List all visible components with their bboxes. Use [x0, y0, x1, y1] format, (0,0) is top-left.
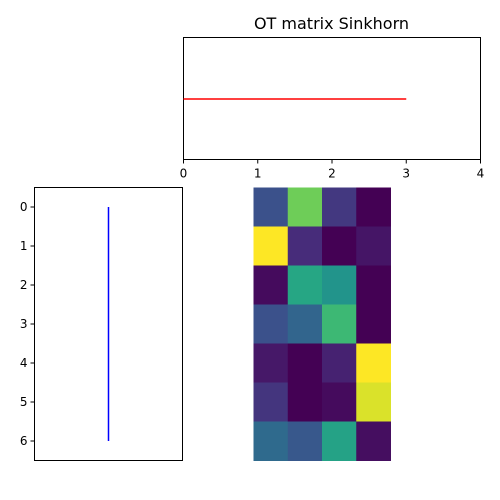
heatmap-cell — [287, 421, 323, 461]
heatmap-cell — [322, 382, 357, 422]
y-tick-label: 4 — [20, 356, 28, 370]
x-tick-label: 1 — [254, 167, 262, 181]
heatmap-cell — [322, 304, 357, 344]
y-tick-label: 3 — [20, 317, 28, 331]
heatmap-cell — [253, 304, 289, 344]
heatmap-cell — [287, 265, 323, 305]
y-tick-label: 2 — [20, 278, 28, 292]
heatmap-cell — [287, 304, 323, 344]
heatmap-cell — [253, 382, 289, 422]
x-tick-label: 0 — [180, 167, 188, 181]
heatmap-cell — [322, 343, 357, 383]
heatmap-cell — [356, 226, 391, 266]
heatmap-cell — [287, 187, 323, 227]
heatmap-cell — [356, 382, 391, 422]
heatmap-cell — [356, 265, 391, 305]
heatmap-cell — [322, 421, 357, 461]
heatmap-cell — [287, 343, 323, 383]
x-tick-label: 3 — [402, 167, 410, 181]
heatmap-cell — [253, 421, 289, 461]
chart-title: OT matrix Sinkhorn — [254, 14, 409, 33]
heatmap-cell — [356, 343, 391, 383]
heatmap-cell — [356, 187, 391, 227]
heatmap-cell — [356, 421, 391, 461]
y-tick-label: 0 — [20, 200, 28, 214]
y-tick-label: 5 — [20, 395, 28, 409]
y-tick-label: 6 — [20, 434, 28, 448]
x-tick-label: 4 — [477, 167, 485, 181]
heatmap-cell — [322, 265, 357, 305]
heatmap-cell — [253, 226, 289, 266]
heatmap-cell — [253, 187, 289, 227]
heatmap — [253, 187, 391, 461]
heatmap-cell — [253, 265, 289, 305]
heatmap-cell — [322, 226, 357, 266]
heatmap-cell — [287, 226, 323, 266]
y-tick-label: 1 — [20, 239, 28, 253]
heatmap-cell — [322, 187, 357, 227]
heatmap-cell — [356, 304, 391, 344]
x-tick-label: 2 — [328, 167, 336, 181]
top-panel: 0 1 2 3 4 — [180, 98, 485, 181]
heatmap-cell — [253, 343, 289, 383]
heatmap-cell — [287, 382, 323, 422]
left-panel: 0 1 2 3 4 5 6 — [20, 200, 110, 448]
